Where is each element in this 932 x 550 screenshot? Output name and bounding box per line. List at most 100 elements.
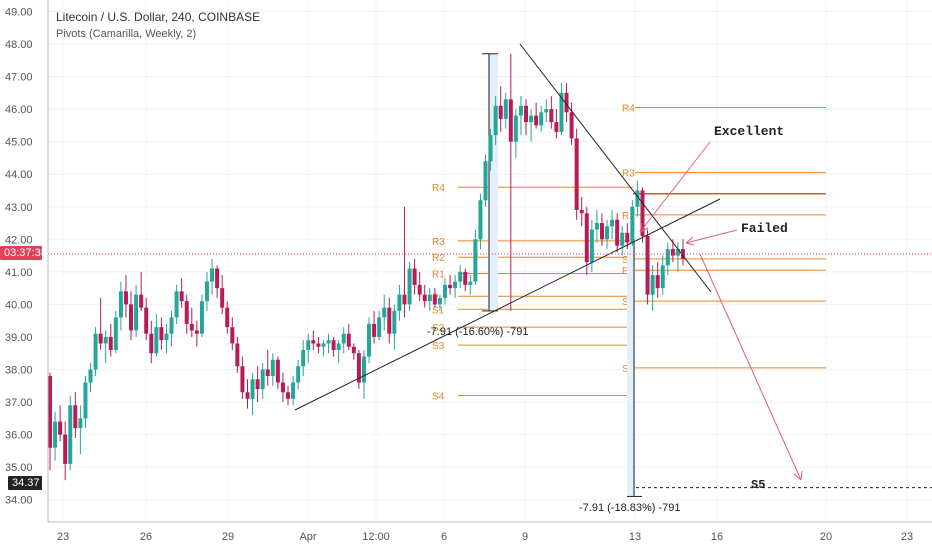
candle-body bbox=[149, 333, 154, 354]
y-tick-label: 47.00 bbox=[5, 72, 33, 84]
candle-body bbox=[346, 333, 351, 347]
candle-body bbox=[169, 317, 174, 334]
candle-body bbox=[529, 115, 534, 123]
y-tick-label: 45.00 bbox=[5, 137, 33, 149]
symbol-title: Litecoin / U.S. Dollar, 240, COINBASE bbox=[56, 10, 261, 24]
candlestick-series bbox=[48, 53, 685, 481]
x-tick-label: Apr bbox=[299, 531, 316, 543]
candle-body bbox=[361, 356, 366, 383]
candle-body bbox=[549, 109, 554, 123]
candle-body bbox=[265, 369, 270, 377]
y-tick-label: 48.00 bbox=[5, 39, 33, 51]
candle-body bbox=[493, 105, 498, 136]
candle-body bbox=[518, 105, 523, 116]
candle-body bbox=[58, 421, 63, 435]
y-tick-label: 35.00 bbox=[5, 462, 33, 474]
candle-body bbox=[483, 161, 488, 201]
pivot-label: R3 bbox=[622, 169, 635, 180]
x-tick-label: 20 bbox=[820, 531, 832, 543]
y-tick-label: 34.00 bbox=[5, 495, 33, 507]
candle-body bbox=[610, 219, 615, 227]
candle-body bbox=[63, 434, 68, 464]
chart-legend: Litecoin / U.S. Dollar, 240, COINBASE Pi… bbox=[56, 9, 260, 43]
candle-body bbox=[286, 392, 291, 399]
time-axis: 23 26 29 Apr 12:00 6 9 13 16 20 23 bbox=[48, 521, 932, 543]
candle-body bbox=[215, 268, 220, 289]
candle-body bbox=[473, 239, 478, 282]
candle-body bbox=[270, 359, 275, 377]
candle-body bbox=[524, 105, 529, 123]
candle-body bbox=[539, 112, 544, 126]
y-tick-label: 39.00 bbox=[5, 332, 33, 344]
candle-body bbox=[189, 323, 194, 331]
candle-body bbox=[579, 210, 584, 214]
candle-body bbox=[463, 271, 468, 285]
candle-body bbox=[670, 249, 675, 256]
candle-body bbox=[640, 190, 645, 237]
pivot-label: R4 bbox=[622, 103, 635, 114]
y-tick-label: 43.00 bbox=[5, 202, 33, 214]
candle-body bbox=[675, 249, 680, 256]
candle-body bbox=[630, 206, 635, 243]
candle-body bbox=[442, 284, 447, 298]
candle-body bbox=[417, 284, 422, 295]
candle-body bbox=[448, 284, 453, 289]
candle-body bbox=[402, 294, 407, 305]
candle-body bbox=[98, 333, 103, 344]
candle-body bbox=[503, 99, 508, 119]
candle-body bbox=[569, 112, 574, 139]
candle-body bbox=[478, 200, 483, 240]
candle-body bbox=[377, 317, 382, 337]
candle-body bbox=[321, 343, 326, 347]
arrow-projection bbox=[699, 253, 802, 481]
pivot-label: R1 bbox=[622, 211, 635, 222]
y-tick-label: 40.00 bbox=[5, 299, 33, 311]
candle-body bbox=[250, 379, 255, 399]
candle-body bbox=[605, 226, 610, 240]
y-tick-label: 46.00 bbox=[5, 104, 33, 116]
candle-body bbox=[210, 268, 215, 282]
pivot-label: S4 bbox=[432, 392, 445, 403]
candle-body bbox=[635, 190, 640, 207]
candle-body bbox=[154, 327, 159, 354]
candle-body bbox=[230, 327, 235, 344]
candle-body bbox=[225, 307, 230, 328]
pivot-label: R4 bbox=[432, 183, 445, 194]
candle-body bbox=[220, 288, 225, 308]
annotation-failed: Failed bbox=[741, 221, 788, 236]
candle-body bbox=[48, 376, 52, 448]
pivot-label: P bbox=[622, 266, 629, 277]
candle-body bbox=[432, 294, 437, 305]
candle-body bbox=[513, 115, 518, 142]
candle-body bbox=[584, 213, 589, 263]
measure-tools bbox=[482, 53, 642, 497]
annotation-s5: S5 bbox=[751, 478, 765, 492]
candle-body bbox=[93, 333, 98, 370]
candle-body bbox=[336, 343, 341, 350]
candle-body bbox=[625, 232, 630, 243]
arrowhead-excellent bbox=[639, 222, 649, 233]
candle-body bbox=[108, 336, 113, 350]
candle-body bbox=[174, 291, 179, 318]
countdown-price-tag: 03:37:38 bbox=[0, 246, 47, 260]
candle-body bbox=[316, 343, 321, 347]
support-trendline bbox=[294, 198, 721, 411]
candle-body bbox=[235, 343, 240, 367]
candle-body bbox=[564, 92, 569, 113]
candle-body bbox=[660, 265, 665, 289]
x-tick-label: 13 bbox=[629, 531, 641, 543]
y-tick-label: 41.00 bbox=[5, 267, 33, 279]
candle-body bbox=[655, 275, 660, 289]
target-price-tag: 34.37 bbox=[8, 476, 42, 490]
candle-body bbox=[422, 294, 427, 302]
candle-body bbox=[665, 249, 670, 266]
y-tick-label: 42.00 bbox=[5, 234, 33, 246]
x-tick-label: 23 bbox=[57, 531, 69, 543]
x-tick-label: 6 bbox=[441, 531, 447, 543]
pivot-label: R3 bbox=[432, 237, 445, 248]
x-tick-label: 16 bbox=[711, 531, 723, 543]
pivot-label: S1 bbox=[432, 305, 445, 316]
arrow-failed bbox=[685, 229, 738, 244]
candle-body bbox=[554, 122, 559, 132]
